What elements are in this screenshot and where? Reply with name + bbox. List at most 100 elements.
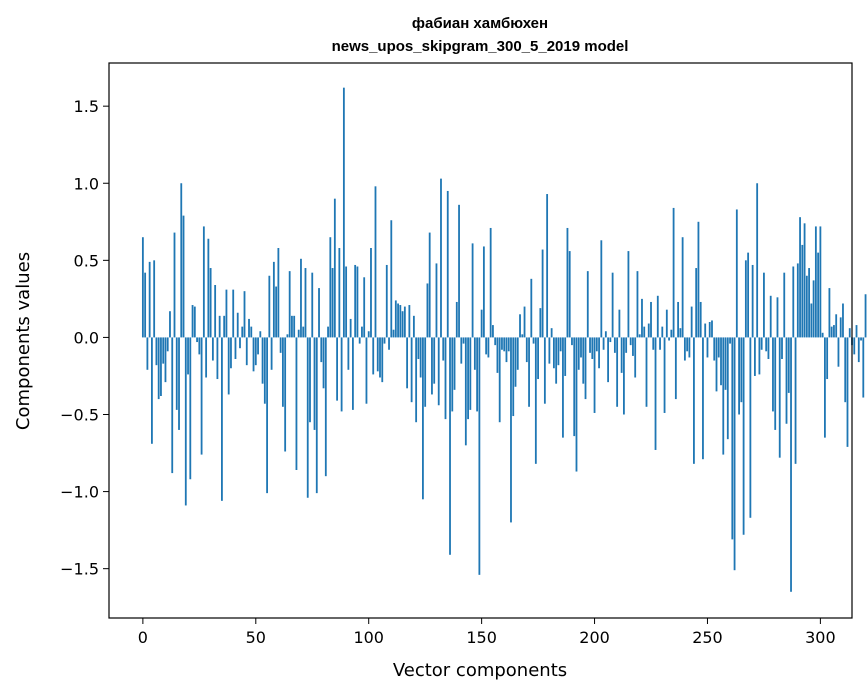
bar-component-266 [742, 337, 745, 535]
x-tick-label: 0 [138, 628, 148, 647]
bar-component-145 [469, 337, 472, 410]
bar-component-111 [392, 329, 395, 338]
bar-component-166 [516, 337, 519, 370]
bar-component-313 [848, 328, 851, 338]
bar-component-94 [354, 264, 357, 338]
bar-component-29 [207, 238, 210, 338]
bar-component-262 [733, 337, 736, 571]
bar-component-81 [324, 337, 327, 477]
bar-component-217 [632, 337, 634, 356]
bar-component-156 [494, 337, 497, 346]
bar-component-35 [221, 337, 223, 501]
bar-component-149 [478, 337, 481, 575]
bar-component-245 [695, 268, 698, 338]
bar-component-163 [510, 337, 512, 523]
bar-component-12 [169, 311, 171, 338]
bar-component-97 [361, 326, 363, 338]
bar-component-120 [412, 315, 415, 338]
bar-component-80 [322, 337, 325, 389]
y-tick-label: 0.0 [74, 328, 99, 347]
bar-component-274 [760, 337, 763, 350]
chart-subtitle: news_upos_skipgram_300_5_2019 model [332, 38, 629, 55]
bar-component-67 [293, 315, 296, 338]
bar-component-263 [735, 209, 738, 338]
bar-component-220 [638, 334, 641, 338]
bar-component-170 [525, 337, 528, 363]
bar-component-116 [403, 306, 406, 338]
bar-component-76 [313, 337, 316, 430]
bar-component-250 [706, 337, 709, 358]
bar-component-26 [200, 337, 203, 455]
bar-component-78 [318, 288, 320, 338]
bar-component-27 [202, 226, 205, 338]
bar-component-218 [634, 337, 637, 378]
bar-component-110 [390, 220, 393, 338]
bar-component-235 [672, 207, 675, 338]
bar-component-16 [178, 337, 180, 430]
bar-component-187 [564, 337, 567, 376]
y-axis-label: Components values [13, 252, 34, 430]
bar-component-46 [245, 337, 248, 366]
bar-component-66 [291, 315, 293, 338]
bar-component-193 [577, 337, 580, 370]
bar-component-72 [304, 268, 307, 338]
bar-component-189 [568, 251, 571, 338]
bar-component-210 [616, 337, 619, 407]
bar-component-56 [268, 275, 271, 338]
bar-component-101 [370, 248, 372, 338]
bar-component-182 [552, 337, 555, 369]
bar-component-279 [772, 337, 774, 412]
x-tick-label: 100 [353, 628, 384, 647]
bar-component-106 [381, 337, 384, 383]
bar-component-93 [352, 337, 354, 410]
bar-component-10 [164, 337, 167, 383]
bar-component-83 [329, 237, 332, 338]
y-axis-ticks: −1.5 −1.0 −0.5 0.0 0.5 1.0 1.5 [60, 97, 109, 579]
bar-component-17 [180, 183, 183, 338]
bar-component-68 [295, 337, 298, 470]
bar-component-144 [467, 337, 469, 420]
bar-component-194 [580, 337, 582, 358]
bar-component-259 [726, 337, 729, 440]
bar-component-280 [774, 337, 777, 430]
bar-component-175 [537, 337, 539, 380]
bar-component-276 [765, 337, 768, 352]
bar-component-79 [320, 337, 323, 363]
bar-component-185 [559, 337, 562, 352]
bar-component-197 [586, 271, 589, 338]
bar-component-196 [584, 337, 587, 400]
bar-component-238 [679, 328, 682, 338]
bar-component-109 [388, 337, 390, 350]
bar-component-291 [799, 217, 801, 338]
bar-component-184 [557, 337, 560, 366]
bar-component-151 [482, 246, 485, 338]
y-tick-label: −1.0 [60, 483, 99, 502]
bar-component-21 [189, 337, 192, 480]
bar-component-320 [864, 294, 867, 338]
bar-component-191 [573, 337, 576, 437]
bar-component-143 [464, 337, 467, 446]
bar-component-155 [492, 325, 494, 338]
bar-component-5 [153, 260, 156, 338]
bar-component-183 [555, 337, 558, 384]
bar-component-304 [828, 288, 831, 338]
bar-component-113 [397, 303, 399, 338]
bar-component-36 [223, 315, 226, 338]
bar-component-43 [239, 337, 241, 349]
bar-component-174 [534, 337, 537, 464]
bar-component-253 [713, 337, 716, 361]
bar-component-86 [336, 337, 338, 401]
bar-component-85 [333, 198, 336, 338]
bar-component-299 [817, 252, 820, 338]
bar-component-92 [349, 318, 352, 338]
bar-component-65 [288, 271, 291, 338]
bar-component-198 [589, 337, 591, 353]
bar-component-172 [530, 278, 533, 338]
bar-component-214 [625, 337, 628, 353]
bar-component-162 [507, 337, 510, 352]
bar-component-24 [196, 337, 198, 343]
bar-component-252 [711, 320, 713, 338]
bar-component-255 [717, 337, 720, 358]
bar-component-228 [656, 295, 659, 338]
bar-component-264 [738, 337, 740, 415]
